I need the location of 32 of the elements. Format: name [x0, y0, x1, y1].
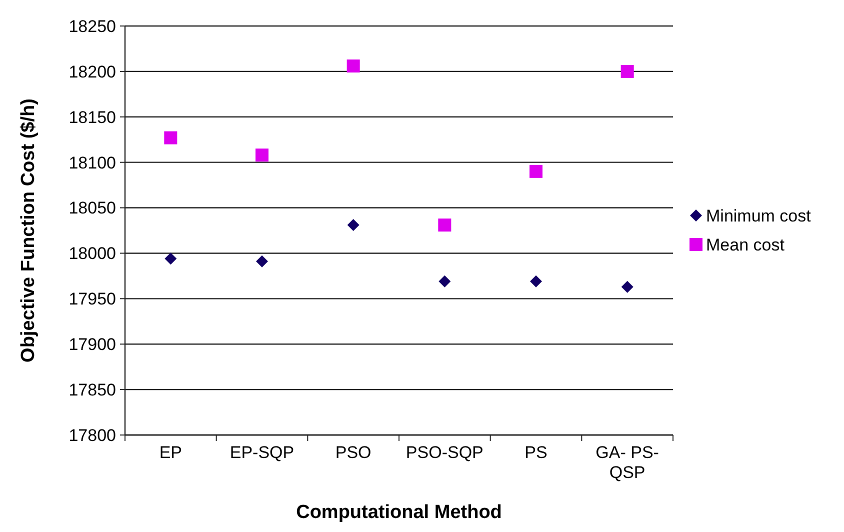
- y-tick-label: 18050: [68, 198, 116, 218]
- point: [620, 64, 634, 78]
- y-tick-label: 18150: [68, 108, 116, 127]
- point: [164, 131, 178, 144]
- y-axis-title: Objective Function Cost ($/h): [18, 98, 39, 362]
- point: [256, 148, 268, 162]
- legend-label: Minimum cost: [706, 206, 812, 226]
- point: [347, 219, 360, 232]
- y-tick-label: 17850: [68, 380, 116, 400]
- point: [346, 59, 360, 72]
- point: [438, 275, 451, 288]
- y-tick-label: 18200: [68, 62, 116, 82]
- y-tick-label: 17950: [68, 290, 116, 309]
- point: [164, 252, 177, 265]
- y-tick-label: 18000: [68, 244, 116, 264]
- x-axis-title: Computational Method: [296, 502, 502, 523]
- point: [621, 280, 634, 293]
- point: [530, 164, 542, 178]
- y-tick-label: 18250: [68, 16, 116, 36]
- y-tick-label: 17800: [68, 426, 116, 445]
- point: [256, 255, 268, 268]
- point: [438, 218, 452, 232]
- x-tick-label: PSO-SQP: [406, 443, 484, 462]
- x-tick-label: EP-SQP: [230, 443, 294, 462]
- legend-label: Mean cost: [706, 235, 785, 254]
- y-tick-label: 17900: [68, 335, 116, 354]
- point: [530, 275, 542, 288]
- x-tick-label: EP: [159, 443, 182, 462]
- y-tick-label: 18100: [68, 153, 116, 172]
- x-tick-label: PS: [524, 443, 548, 462]
- x-tick-label: PSO: [335, 443, 372, 462]
- x-tick-label: GA- PS-QSP: [596, 443, 659, 482]
